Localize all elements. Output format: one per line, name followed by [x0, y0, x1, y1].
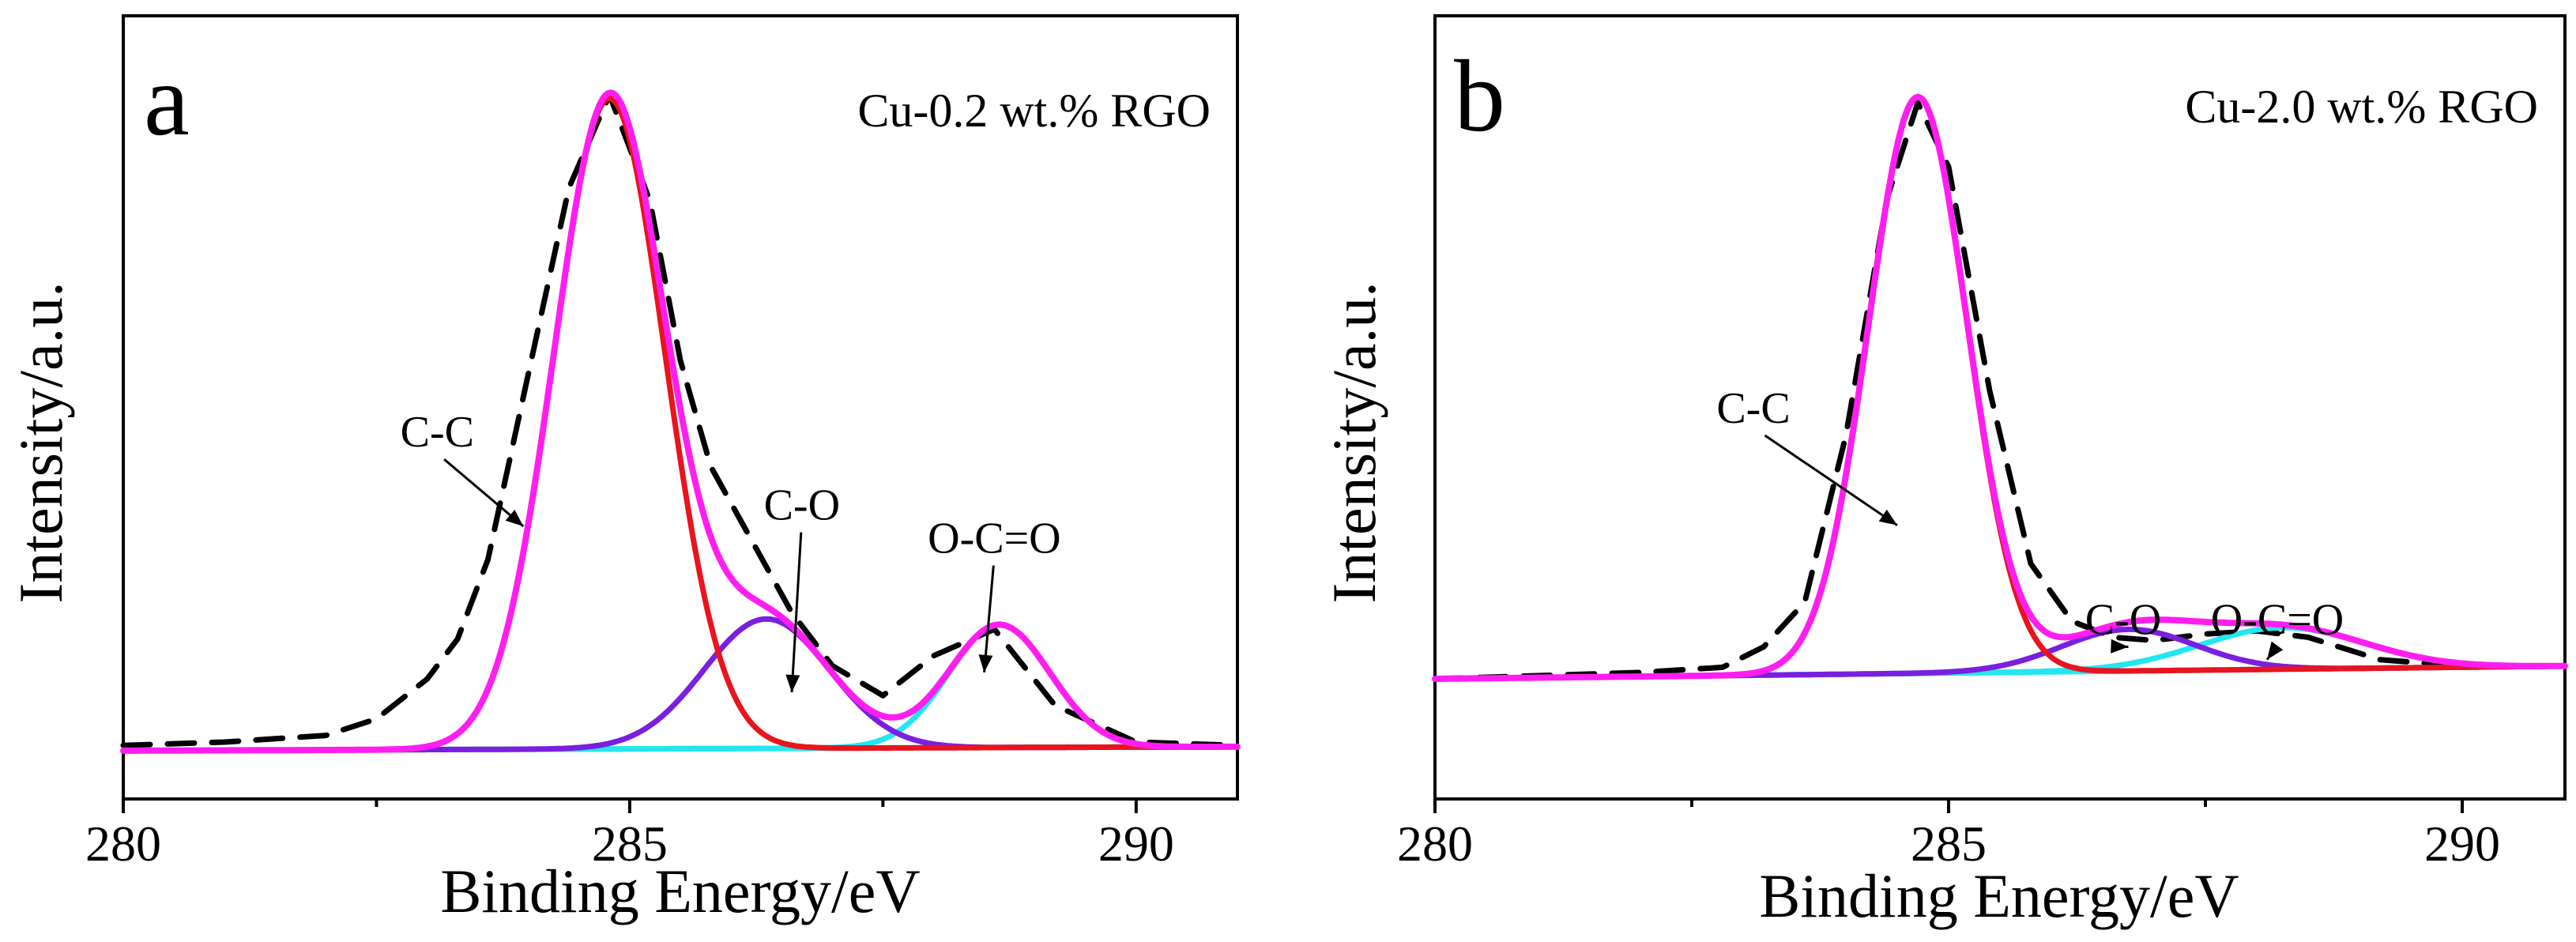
peak-curve-c-o	[120, 616, 1241, 754]
curves	[120, 89, 1241, 754]
peak-annotations: C-C C-O O-C=O	[401, 408, 1061, 693]
panel-b: b Cu-2.0 wt.% RGO Intensity/a.u. Binding…	[1320, 14, 2568, 930]
envelope-curve	[1432, 93, 2568, 682]
arrow-head	[2267, 641, 2284, 660]
measured-curve	[1432, 100, 2568, 682]
x-tick-labels: 280 285 290	[85, 816, 1174, 872]
peak-curve-c-c	[1432, 94, 2568, 682]
arrow-head	[978, 654, 993, 673]
peak-label: O-C=O	[928, 514, 1060, 563]
x-ticks	[1433, 799, 2464, 813]
arrow-head	[505, 509, 524, 526]
annotation-arrow	[1764, 434, 1898, 526]
sample-label: Cu-2.0 wt.% RGO	[2185, 81, 2538, 133]
y-axis-title: Intensity/a.u.	[6, 281, 75, 603]
x-axis-title: Binding Energy/eV	[1759, 861, 2239, 930]
annotation-arrow	[790, 532, 803, 693]
plot-frame	[1433, 14, 2567, 801]
measured-curve	[120, 92, 1241, 748]
plot-frame	[122, 14, 1239, 801]
panel-letter: a	[144, 43, 190, 157]
peak-curve-o-c-o	[120, 622, 1241, 754]
x-tick-label: 285	[1911, 816, 1987, 872]
peak-label: C-C	[401, 408, 474, 457]
x-ticks	[122, 799, 1138, 813]
x-tick-labels: 280 285 290	[1397, 816, 2500, 872]
peak-label: C-O	[764, 481, 840, 530]
sample-label: Cu-0.2 wt.% RGO	[857, 85, 1211, 137]
x-tick-label: 290	[1098, 816, 1174, 872]
peak-label: C-C	[1716, 384, 1790, 433]
peak-annotations: C-C C-O O-C=O	[1716, 384, 2344, 661]
peak-label: O-C=O	[2211, 595, 2344, 644]
x-tick-label: 280	[1397, 816, 1473, 872]
panel-letter: b	[1454, 40, 1505, 153]
arrow-head	[785, 674, 800, 692]
panel-a: a Cu-0.2 wt.% RGO Intensity/a.u. Binding…	[6, 14, 1241, 925]
peak-label: C-O	[2085, 595, 2161, 644]
x-tick-label: 290	[2424, 816, 2500, 872]
x-tick-label: 285	[592, 816, 668, 872]
y-axis-title: Intensity/a.u.	[1320, 281, 1388, 603]
x-axis-title: Binding Energy/eV	[440, 857, 920, 925]
curves	[1432, 93, 2568, 682]
arrow-head	[1878, 509, 1897, 526]
arrow-head	[2111, 639, 2129, 654]
envelope-curve	[120, 89, 1241, 754]
annotation-arrow	[983, 565, 995, 673]
x-tick-label: 280	[85, 816, 161, 872]
